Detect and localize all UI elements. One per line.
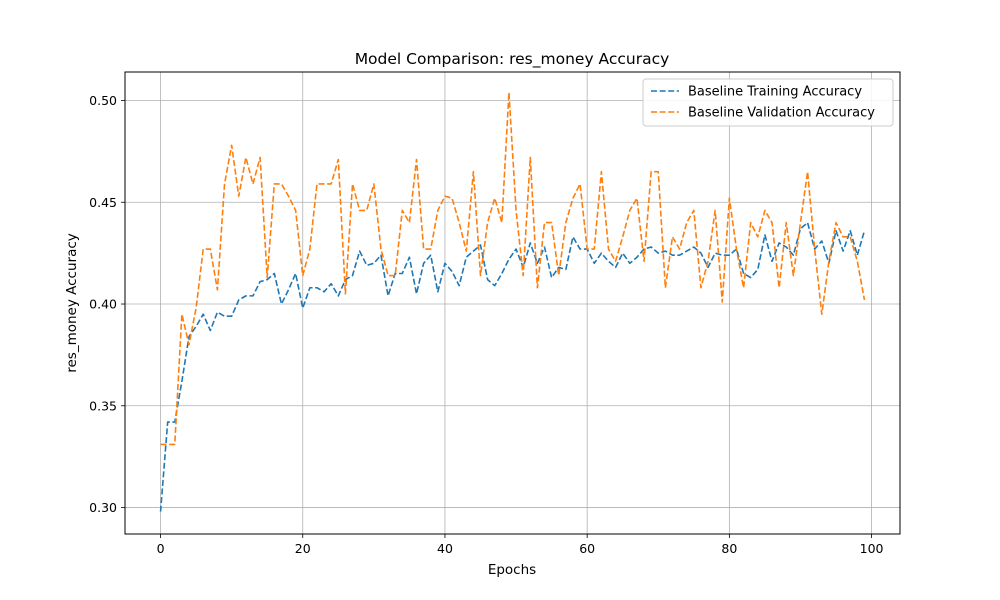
series-layer — [159, 91, 866, 512]
y-axis-label: res_money Accuracy — [64, 233, 80, 373]
y-tick-label: 0.45 — [89, 195, 117, 210]
y-tick-label: 0.30 — [89, 500, 117, 515]
legend-entry-label: Baseline Training Accuracy — [688, 85, 862, 100]
y-tick-label: 0.35 — [89, 398, 117, 413]
y-axis: 0.30 0.35 0.40 0.45 0.50 — [89, 93, 125, 515]
y-tick-label: 0.50 — [89, 93, 117, 108]
series-line-1 — [160, 91, 866, 446]
series-line-0 — [159, 221, 866, 512]
y-tick-label: 0.40 — [89, 297, 117, 312]
grid-lines — [125, 72, 900, 534]
x-tick-label: 20 — [295, 541, 311, 556]
x-axis: 0 20 40 60 80 100 — [157, 534, 884, 556]
plot-area — [124, 71, 901, 535]
chart-title: Model Comparison: res_money Accuracy — [355, 50, 670, 69]
x-tick-label: 0 — [157, 541, 165, 556]
legend: Baseline Training Accuracy Baseline Valid… — [642, 78, 894, 127]
x-tick-label: 40 — [437, 541, 453, 556]
x-tick-label: 100 — [860, 541, 884, 556]
plot-frame — [124, 71, 901, 535]
legend-entry-label: Baseline Validation Accuracy — [688, 106, 875, 121]
x-tick-label: 60 — [579, 541, 595, 556]
x-axis-label: Epochs — [488, 562, 536, 578]
x-tick-label: 80 — [721, 541, 737, 556]
legend-box — [642, 78, 894, 127]
